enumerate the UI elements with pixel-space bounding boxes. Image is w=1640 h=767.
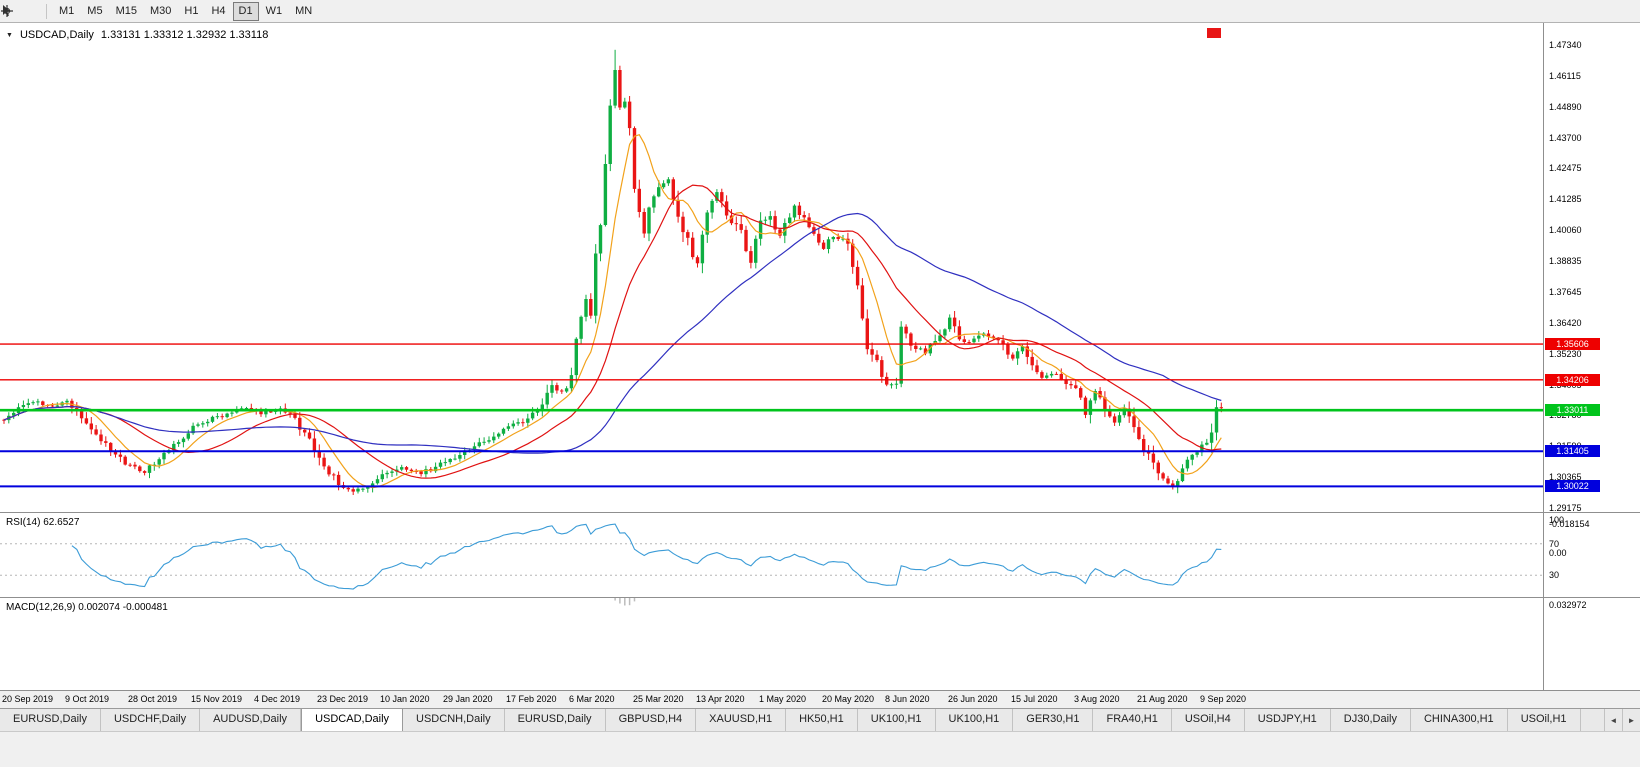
timeframe-toolbar: M1 M5 M15 M30 H1 H4 D1 W1 MN (53, 1, 318, 21)
date-axis-label: 17 Feb 2020 (506, 694, 557, 704)
date-axis-label: 21 Aug 2020 (1137, 694, 1188, 704)
tab-usoil-h4[interactable]: USOil,H4 (1172, 709, 1245, 732)
date-axis-label: 23 Dec 2019 (317, 694, 369, 704)
chart-tabs: EURUSD,Daily USDCHF,Daily AUDUSD,Daily USDC… (0, 709, 1581, 732)
price-level-tag: 1.31405 (1545, 445, 1600, 457)
panel-separator[interactable] (0, 597, 1640, 598)
tab-audusd-daily[interactable]: AUDUSD,Daily (200, 709, 302, 732)
timeframe-button-h1[interactable]: H1 (184, 4, 199, 17)
tab-eurusd-daily[interactable]: EURUSD,Daily (0, 709, 101, 732)
macd-axis-label: 0.00 (1549, 548, 1567, 558)
crosshair-icon[interactable] (1, 2, 40, 20)
macd-panel-canvas[interactable] (0, 598, 1543, 690)
chart-background (0, 23, 1640, 691)
price-axis: 1.47340 1.46115 1.44890 1.43700 1.42475 1.412… (1544, 23, 1640, 691)
date-axis-label: 10 Jan 2020 (380, 694, 430, 704)
toolbar-separator (46, 3, 47, 19)
chart-dropdown-icon[interactable]: ▼ (6, 31, 13, 39)
price-level-tag: 1.30022 (1545, 480, 1600, 492)
price-axis-label: 1.47340 (1549, 40, 1582, 50)
price-axis-label: 1.43700 (1549, 133, 1582, 143)
tab-uk100-h1[interactable]: UK100,H1 (936, 709, 1014, 732)
tab-usdchf-daily[interactable]: USDCHF,Daily (101, 709, 201, 732)
chart-ohlc-label: 1.33131 1.33312 1.32932 1.33118 (100, 29, 269, 41)
timeframe-button-m15[interactable]: M15 (115, 4, 137, 17)
timeframe-button-m30[interactable]: M30 (149, 4, 172, 17)
rsi-axis-label: 30 (1549, 570, 1560, 580)
rsi-indicator-label: RSI(14) 62.6527 (6, 517, 80, 528)
timeframe-button-w1[interactable]: W1 (265, 4, 283, 17)
date-axis-label: 25 Mar 2020 (633, 694, 684, 704)
tab-usoil-h1[interactable]: USOil,H1 (1508, 709, 1581, 732)
panel-separator[interactable] (0, 512, 1640, 513)
price-level-tag: 1.34206 (1545, 374, 1600, 386)
tab-usdjpy-h1[interactable]: USDJPY,H1 (1245, 709, 1331, 732)
date-axis-label: 20 May 2020 (822, 694, 875, 704)
date-axis: 20 Sep 2019 9 Oct 2019 28 Oct 2019 15 Nov 2… (0, 691, 1543, 708)
price-axis-label: 1.35230 (1549, 349, 1582, 359)
price-axis-label: 1.37645 (1549, 287, 1582, 297)
price-axis-label: 1.40060 (1549, 225, 1582, 235)
status-bar (0, 731, 1640, 767)
price-axis-label: 1.30365 (1549, 472, 1582, 482)
timeframe-button-m1[interactable]: M1 (59, 4, 75, 17)
tab-usdcad-daily[interactable]: USDCAD,Daily (301, 709, 404, 732)
date-axis-label: 15 Nov 2019 (191, 694, 243, 704)
price-level-tag: 1.35606 (1545, 338, 1600, 350)
timeframe-button-h4[interactable]: H4 (211, 4, 226, 17)
price-axis-label: 1.38835 (1549, 256, 1582, 266)
price-axis-label: 1.46115 (1549, 71, 1581, 81)
date-axis-label: 9 Oct 2019 (65, 694, 110, 704)
date-axis-label: 26 Jun 2020 (948, 694, 998, 704)
date-axis-label: 3 Aug 2020 (1074, 694, 1120, 704)
price-axis-label: 1.44890 (1549, 102, 1582, 112)
tab-uk100-h1[interactable]: UK100,H1 (858, 709, 936, 732)
date-axis-label: 8 Jun 2020 (885, 694, 930, 704)
tab-scroll-left-button[interactable]: ◄ (1604, 709, 1622, 732)
date-axis-label: 1 May 2020 (759, 694, 807, 704)
macd-indicator-label: MACD(12,26,9) 0.002074 -0.000481 (6, 602, 168, 613)
tab-gbpusd-h4[interactable]: GBPUSD,H4 (606, 709, 697, 732)
date-axis-label: 4 Dec 2019 (254, 694, 301, 704)
date-axis-label: 6 Mar 2020 (569, 694, 615, 704)
shift-marker (1207, 28, 1221, 38)
tab-ger30-h1[interactable]: GER30,H1 (1013, 709, 1094, 732)
date-axis-label: 9 Sep 2020 (1200, 694, 1247, 704)
price-axis-label: 1.41285 (1549, 194, 1582, 204)
price-level-tag: 1.33011 (1545, 404, 1600, 416)
timeframe-button-mn[interactable]: MN (295, 4, 313, 17)
price-axis-divider (1543, 23, 1544, 691)
rsi-axis-label: 100 (1549, 515, 1565, 525)
tab-hk50-h1[interactable]: HK50,H1 (786, 709, 858, 732)
date-axis-label: 20 Sep 2019 (2, 694, 54, 704)
rsi-axis-label: 70 (1549, 539, 1560, 549)
date-axis-label: 15 Jul 2020 (1011, 694, 1058, 704)
tab-china300-h1[interactable]: CHINA300,H1 (1411, 709, 1508, 732)
chart-symbol-label: USDCAD,Daily (19, 29, 94, 41)
macd-axis-label: 0.032972 (1549, 600, 1587, 610)
chart-title: ▼ USDCAD,Daily 1.33131 1.33312 1.32932 1… (6, 29, 268, 41)
price-axis-label: 1.42475 (1549, 163, 1582, 173)
panel-separator[interactable] (0, 690, 1640, 691)
timeframe-button-d1[interactable]: D1 (232, 1, 259, 21)
macd-axis-label: -0.018154 (1549, 519, 1590, 529)
chart-tab-bar: EURUSD,Daily USDCHF,Daily AUDUSD,Daily USDC… (0, 708, 1640, 732)
top-toolbar: M1 M5 M15 M30 H1 H4 D1 W1 MN (0, 0, 1640, 23)
date-axis-label: 29 Jan 2020 (443, 694, 493, 704)
timeframe-button-m5[interactable]: M5 (87, 4, 103, 17)
date-axis-label: 13 Apr 2020 (696, 694, 745, 704)
tab-dj30-daily[interactable]: DJ30,Daily (1331, 709, 1411, 732)
price-axis-label: 1.36420 (1549, 318, 1582, 328)
rsi-panel-canvas[interactable] (0, 513, 1543, 597)
tab-usdcnh-daily[interactable]: USDCNH,Daily (403, 709, 505, 732)
date-axis-label: 28 Oct 2019 (128, 694, 178, 704)
tab-xauusd-h1[interactable]: XAUUSD,H1 (696, 709, 787, 732)
tab-fra40-h1[interactable]: FRA40,H1 (1093, 709, 1172, 732)
tab-eurusd-daily[interactable]: EURUSD,Daily (505, 709, 606, 732)
price-chart-canvas[interactable] (0, 23, 1543, 512)
price-axis-label: 1.29175 (1549, 503, 1582, 513)
tab-scroll-right-button[interactable]: ► (1622, 709, 1640, 732)
